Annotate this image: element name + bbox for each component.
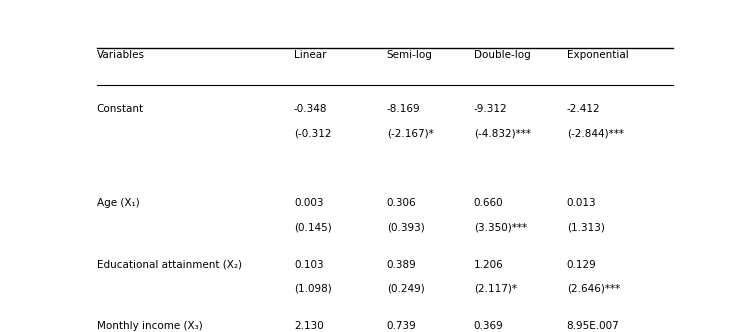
Text: Monthly income (X₃): Monthly income (X₃) [97, 321, 202, 331]
Text: 0.369: 0.369 [474, 321, 503, 331]
Text: (3.350)***: (3.350)*** [474, 223, 527, 233]
Text: Constant: Constant [97, 104, 144, 114]
Text: (0.393): (0.393) [386, 223, 425, 233]
Text: 0.013: 0.013 [567, 198, 596, 208]
Text: 0.389: 0.389 [386, 260, 416, 270]
Text: (1.098): (1.098) [294, 284, 332, 294]
Text: (2.117)*: (2.117)* [474, 284, 517, 294]
Text: Semi-log: Semi-log [386, 50, 433, 60]
Text: 8.95E.007: 8.95E.007 [567, 321, 619, 331]
Text: (0.249): (0.249) [386, 284, 425, 294]
Text: 0.306: 0.306 [386, 198, 416, 208]
Text: Variables: Variables [97, 50, 145, 60]
Text: 2.130: 2.130 [294, 321, 324, 331]
Text: 0.129: 0.129 [567, 260, 596, 270]
Text: Linear: Linear [294, 50, 327, 60]
Text: -9.312: -9.312 [474, 104, 508, 114]
Text: (1.313): (1.313) [567, 223, 604, 233]
Text: (-2.844)***: (-2.844)*** [567, 128, 624, 138]
Text: Educational attainment (X₂): Educational attainment (X₂) [97, 260, 241, 270]
Text: 0.003: 0.003 [294, 198, 324, 208]
Text: Double-log: Double-log [474, 50, 530, 60]
Text: Exponential: Exponential [567, 50, 628, 60]
Text: -8.169: -8.169 [386, 104, 420, 114]
Text: (2.646)***: (2.646)*** [567, 284, 620, 294]
Text: (0.145): (0.145) [294, 223, 332, 233]
Text: (-0.312: (-0.312 [294, 128, 331, 138]
Text: Age (X₁): Age (X₁) [97, 198, 139, 208]
Text: 0.660: 0.660 [474, 198, 503, 208]
Text: -0.348: -0.348 [294, 104, 327, 114]
Text: 0.103: 0.103 [294, 260, 324, 270]
Text: -2.412: -2.412 [567, 104, 601, 114]
Text: (-4.832)***: (-4.832)*** [474, 128, 531, 138]
Text: 1.206: 1.206 [474, 260, 503, 270]
Text: 0.739: 0.739 [386, 321, 416, 331]
Text: (-2.167)*: (-2.167)* [386, 128, 434, 138]
